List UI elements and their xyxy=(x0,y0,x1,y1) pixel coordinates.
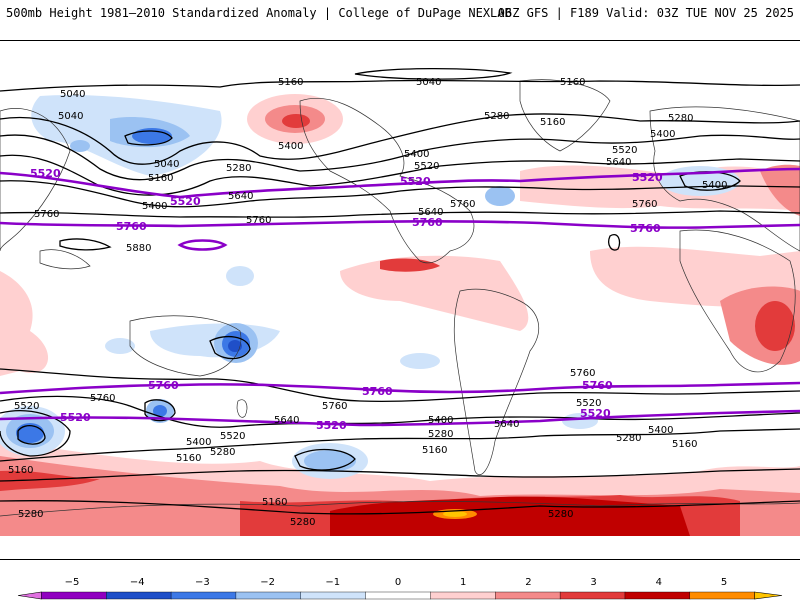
colorbar-bin xyxy=(624,591,691,600)
label-5760-bold-c: 5760 xyxy=(630,222,661,235)
label-5760-b: 5760 xyxy=(632,199,657,210)
label-5400-h: 5400 xyxy=(186,437,211,448)
label-5640-b: 5640 xyxy=(228,191,253,202)
colorbar-tick-label: −2 xyxy=(260,577,275,588)
label-5160-h: 5160 xyxy=(8,465,33,476)
label-5760-bold-b: 5760 xyxy=(412,216,443,229)
label-5280-e: 5280 xyxy=(616,433,641,444)
label-5760-a: 5760 xyxy=(450,199,475,210)
colorbar-tick-label: 0 xyxy=(395,577,401,588)
label-5760-bold-e: 5760 xyxy=(362,385,393,398)
colorbar-tick-label: 4 xyxy=(656,577,662,588)
anomaly-colorbar: −5 −4 −3 −2 −1 0 1 2 3 4 5 xyxy=(17,577,783,600)
label-5520-bold-d: 5520 xyxy=(632,171,663,184)
label-5040-c: 5040 xyxy=(58,111,83,122)
colorbar-tick-label: −5 xyxy=(65,577,80,588)
label-5760-bold-d: 5760 xyxy=(148,379,179,392)
anomaly-map: 5160 5040 5160 5040 5040 5280 5160 5280 … xyxy=(0,40,800,560)
label-5400-f: 5400 xyxy=(428,415,453,426)
label-5520-bold-a: 5520 xyxy=(30,167,61,180)
label-5280-i: 5280 xyxy=(290,517,315,528)
label-5160-f: 5160 xyxy=(176,453,201,464)
label-5760-bold-f: 5760 xyxy=(582,379,613,392)
label-5760-e: 5760 xyxy=(570,368,595,379)
colorbar-bin xyxy=(170,591,237,600)
contour-labels: 5160 5040 5160 5040 5040 5280 5160 5280 … xyxy=(8,77,727,528)
colorbar-bin xyxy=(235,591,302,600)
label-5400-d: 5400 xyxy=(702,180,727,191)
label-5280-d: 5280 xyxy=(428,429,453,440)
label-5400-a: 5400 xyxy=(650,129,675,140)
label-5520-bold-g: 5520 xyxy=(580,407,611,420)
label-5280-g: 5280 xyxy=(18,509,43,520)
label-5400-b: 5400 xyxy=(278,141,303,152)
bold-contours xyxy=(0,167,800,427)
height-contours xyxy=(0,67,800,515)
label-5760-g: 5760 xyxy=(322,401,347,412)
colorbar-bins xyxy=(17,591,783,600)
colorbar-tick-label: 1 xyxy=(460,577,466,588)
label-5160-i: 5160 xyxy=(262,497,287,508)
label-5520-d: 5520 xyxy=(14,401,39,412)
colorbar-high-arrow xyxy=(754,591,783,600)
model-run-info: 06Z GFS | F189 Valid: 03Z TUE NOV 25 202… xyxy=(497,6,794,20)
label-5880: 5880 xyxy=(126,243,151,254)
label-5160-d: 5160 xyxy=(148,173,173,184)
label-5160-b: 5160 xyxy=(560,77,585,88)
colorbar-tick-label: −4 xyxy=(130,577,145,588)
label-5040-d: 5040 xyxy=(154,159,179,170)
colorbar-bin xyxy=(559,591,626,600)
label-5520-bold-b: 5520 xyxy=(170,195,201,208)
colorbar-tick-label: −3 xyxy=(195,577,210,588)
label-5280-a: 5280 xyxy=(484,111,509,122)
label-5280-b: 5280 xyxy=(668,113,693,124)
label-5400-c: 5400 xyxy=(404,149,429,160)
colorbar-tick-label: 2 xyxy=(525,577,531,588)
chart-title: 500mb Height 1981–2010 Standardized Anom… xyxy=(6,6,512,20)
colorbar-bin xyxy=(430,591,496,600)
colorbar-tick-label: −1 xyxy=(325,577,340,588)
label-5160-a: 5160 xyxy=(278,77,303,88)
label-5520-bold-f: 5520 xyxy=(316,419,347,432)
colorbar-bin xyxy=(689,591,756,600)
colorbar-low-arrow xyxy=(17,591,42,600)
label-5040-b: 5040 xyxy=(60,89,85,100)
label-5640-d: 5640 xyxy=(274,415,299,426)
label-5400-g: 5400 xyxy=(648,425,673,436)
label-5400-e: 5400 xyxy=(142,201,167,212)
label-5280-h: 5280 xyxy=(548,509,573,520)
colorbar-bin xyxy=(495,591,561,600)
label-5520-a: 5520 xyxy=(612,145,637,156)
colorbar-bin xyxy=(365,591,431,600)
map-svg: 5160 5040 5160 5040 5040 5280 5160 5280 … xyxy=(0,67,800,536)
coastlines xyxy=(0,79,800,517)
label-5520-e: 5520 xyxy=(220,431,245,442)
label-5640-e: 5640 xyxy=(494,419,519,430)
label-5280-f: 5280 xyxy=(210,447,235,458)
label-5520-bold-e: 5520 xyxy=(60,411,91,424)
colorbar-bin xyxy=(300,591,367,600)
label-5760-d: 5760 xyxy=(246,215,271,226)
label-5640-c: 5640 xyxy=(418,207,443,218)
anomaly-shading xyxy=(0,94,800,536)
label-5520-c: 5520 xyxy=(576,398,601,409)
label-5760-bold-a: 5760 xyxy=(116,220,147,233)
label-5160-e: 5160 xyxy=(672,439,697,450)
label-5280-c: 5280 xyxy=(226,163,251,174)
label-5760-c: 5760 xyxy=(34,209,59,220)
colorbar-tick-label: 3 xyxy=(590,577,596,588)
colorbar-tick-label: 5 xyxy=(721,577,727,588)
label-5040-a: 5040 xyxy=(416,77,441,88)
colorbar-bin xyxy=(41,591,107,600)
label-5640-a: 5640 xyxy=(606,157,631,168)
label-5520-bold-c: 5520 xyxy=(400,175,431,188)
label-5160-c: 5160 xyxy=(540,117,565,128)
label-5760-f: 5760 xyxy=(90,393,115,404)
label-5160-g: 5160 xyxy=(422,445,447,456)
colorbar-ticks: −5 −4 −3 −2 −1 0 1 2 3 4 5 xyxy=(65,577,728,588)
label-5520-b: 5520 xyxy=(414,161,439,172)
colorbar-bin xyxy=(106,591,172,600)
